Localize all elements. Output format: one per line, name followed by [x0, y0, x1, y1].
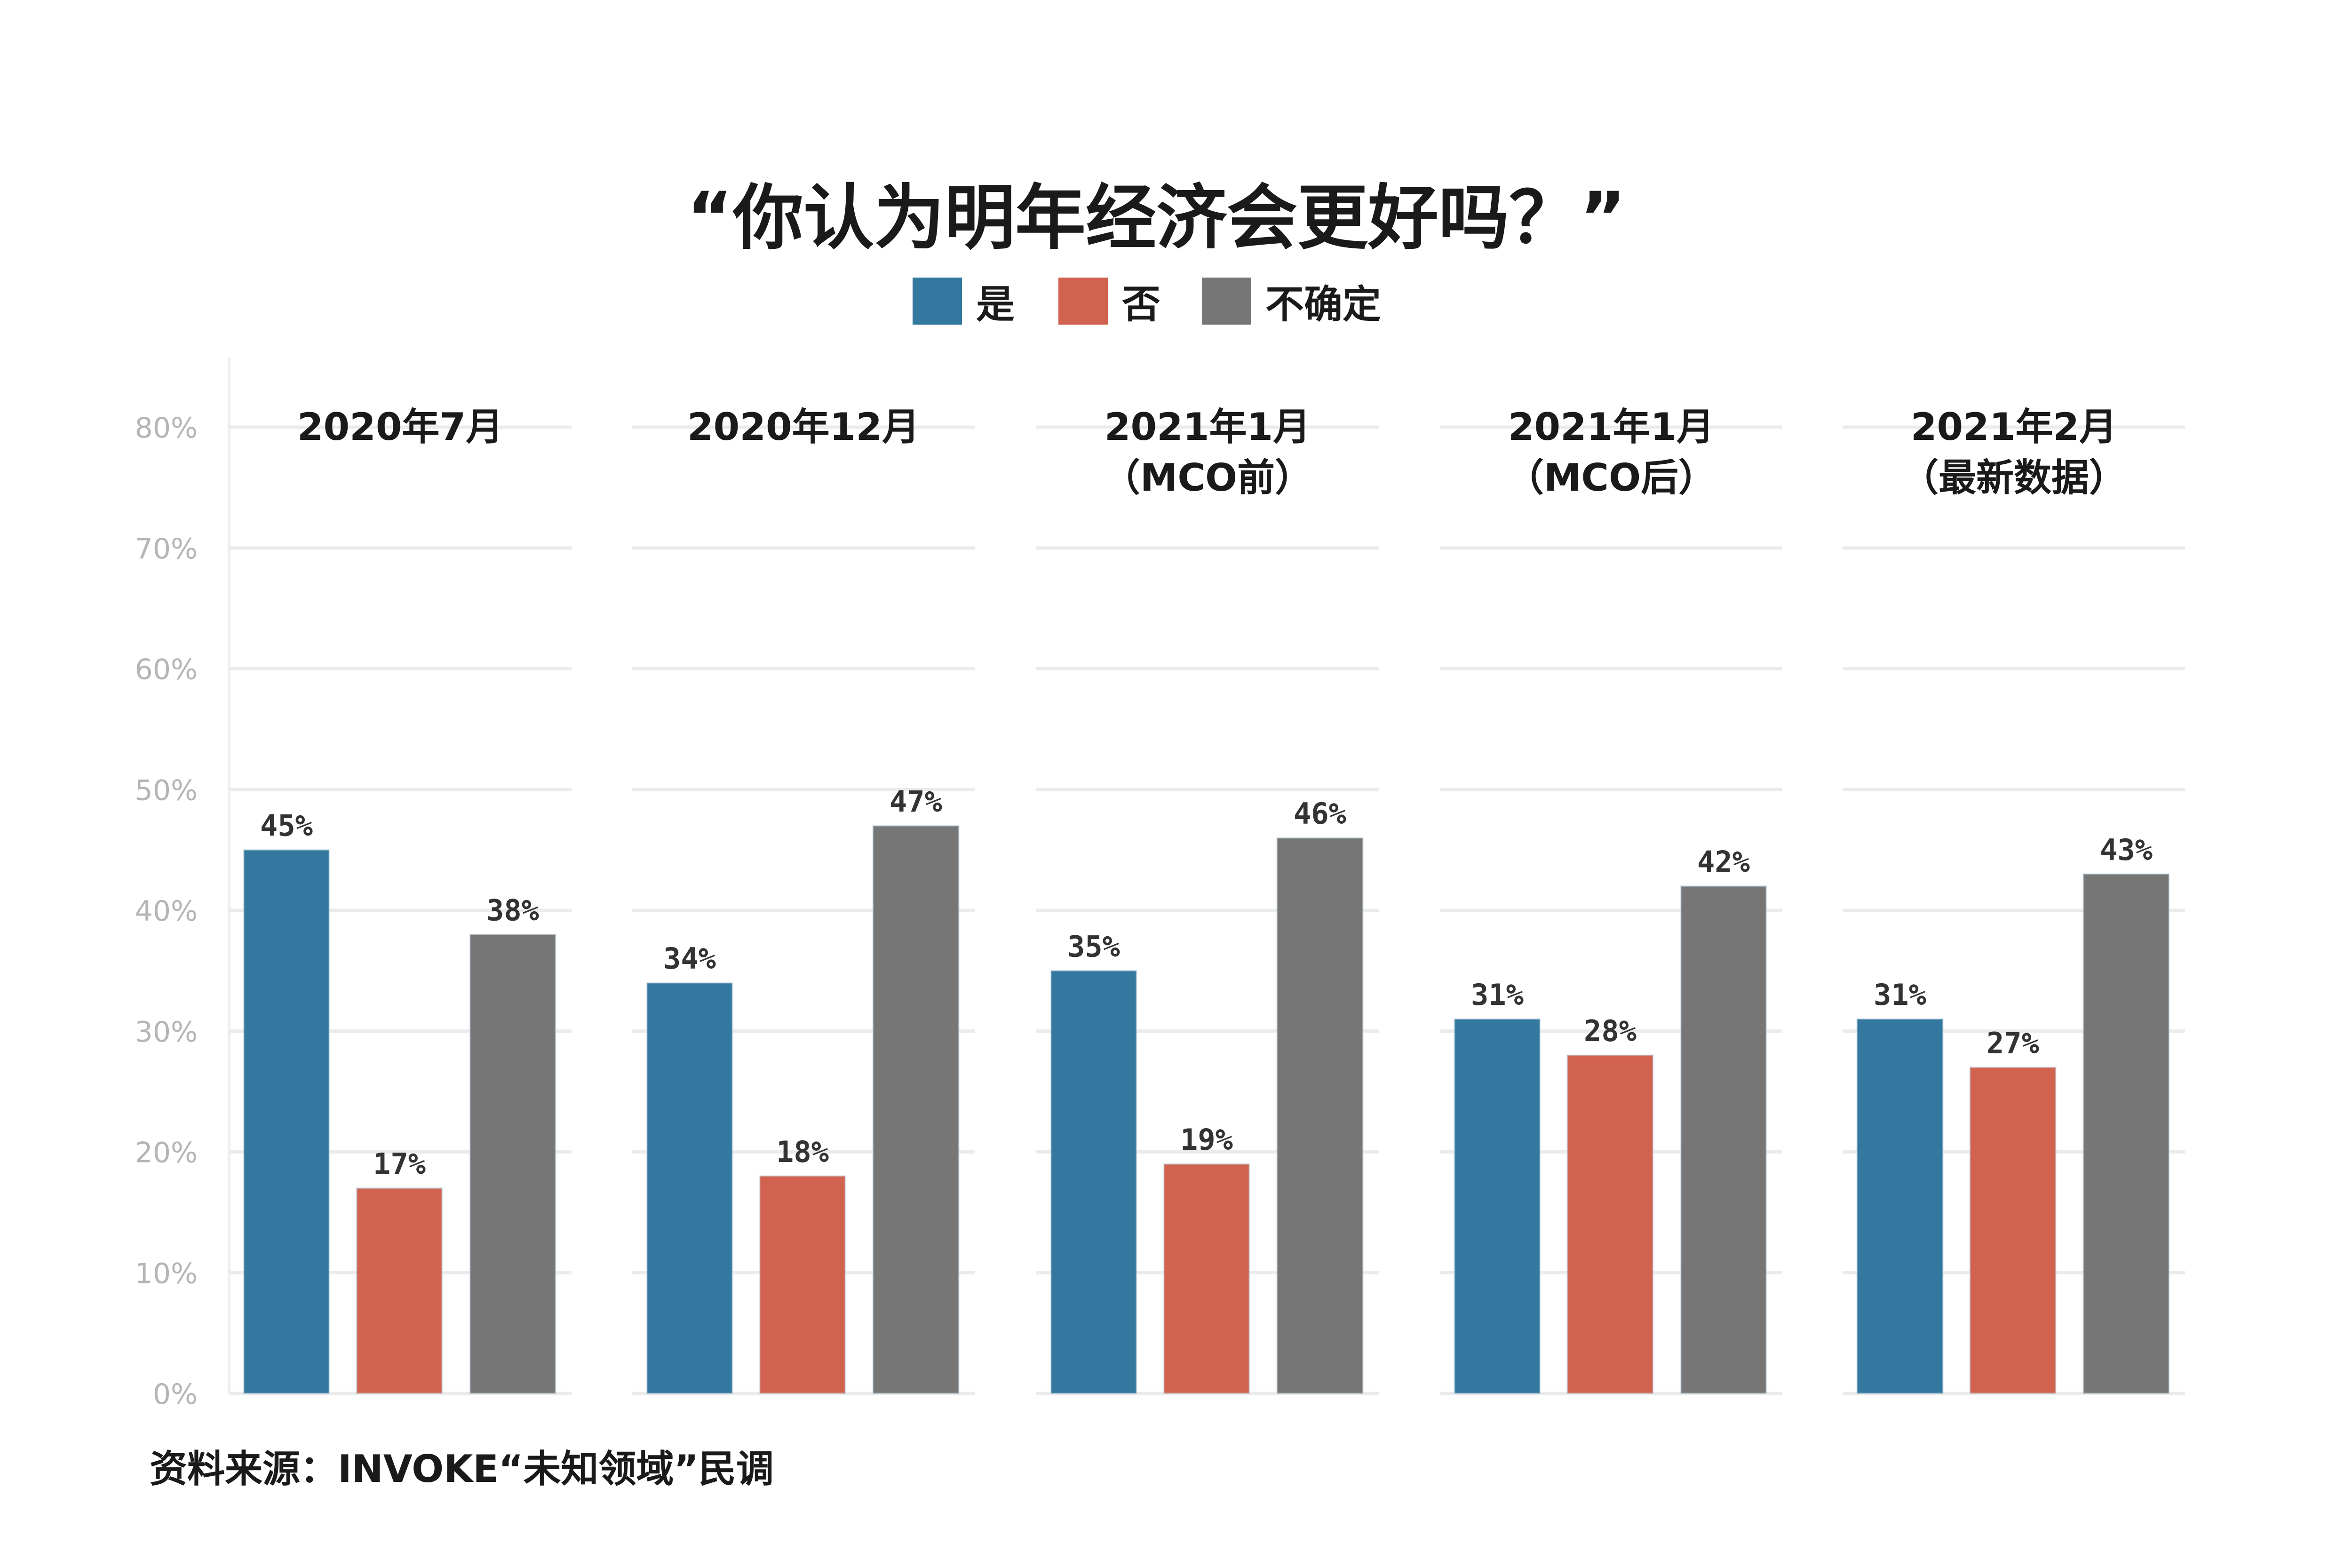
panel-title-4-1: （最新数据）	[1901, 456, 2127, 500]
value-label-3-1: 28%	[1584, 1014, 1637, 1048]
panel-title-0-0: 2020年7月	[297, 405, 503, 449]
panel-title-3-1: （MCO后）	[1506, 456, 1716, 500]
value-label-1-1: 18%	[776, 1135, 829, 1169]
value-label-4-2: 43%	[2100, 833, 2153, 867]
value-label-2-1: 19%	[1180, 1122, 1233, 1157]
y-tick-label-4: 40%	[135, 895, 198, 928]
bar-1-0	[646, 982, 733, 1394]
panel-title-3-0: 2021年1月	[1508, 405, 1714, 449]
bar-0-1	[356, 1187, 443, 1394]
panel-title-2-1: （MCO前）	[1103, 456, 1312, 500]
bar-0-0	[243, 849, 330, 1394]
y-tick-label-0: 0%	[153, 1378, 198, 1411]
panel-title-1-0: 2020年12月	[687, 405, 920, 449]
value-label-2-0: 35%	[1067, 929, 1120, 963]
value-label-3-0: 31%	[1471, 978, 1524, 1012]
legend-swatch-2	[1202, 278, 1251, 325]
value-label-2-2: 46%	[1294, 796, 1346, 831]
legend-swatch-0	[913, 278, 962, 325]
bar-1-2	[872, 825, 960, 1394]
y-tick-label-5: 50%	[135, 774, 198, 807]
bar-3-0	[1454, 1018, 1541, 1394]
value-label-1-2: 47%	[890, 784, 942, 819]
y-axis: 0% 10% 20% 30% 40% 50% 60% 70% 80%	[135, 358, 230, 1411]
source-note: 资料来源：INVOKE“未知领域”民调	[150, 1447, 774, 1491]
bar-3-1	[1566, 1054, 1654, 1394]
bar-2-2	[1276, 837, 1364, 1394]
bar-3-2	[1680, 885, 1767, 1394]
legend-swatch-1	[1058, 278, 1108, 325]
value-label-3-2: 42%	[1697, 845, 1750, 879]
legend-label-1: 否	[1122, 282, 1160, 327]
value-label-1-0: 34%	[663, 941, 716, 976]
y-tick-label-8: 80%	[135, 412, 198, 445]
chart-title: “你认为明年经济会更好吗？”	[686, 177, 1626, 259]
panel-1: 2020年12月 34% 18% 47%	[632, 405, 975, 1395]
panel-2: 2021年1月 （MCO前） 35% 19% 46%	[1036, 405, 1379, 1395]
panel-0: 2020年7月 45% 17% 38%	[229, 405, 572, 1395]
bar-4-0	[1856, 1018, 1944, 1394]
legend-label-0: 是	[976, 282, 1015, 327]
value-label-4-0: 31%	[1874, 978, 1926, 1012]
y-tick-label-6: 60%	[135, 653, 198, 686]
y-tick-label-7: 70%	[135, 533, 198, 565]
value-label-0-2: 38%	[486, 893, 539, 927]
panels: 2020年7月 45% 17% 38% 2020年12月 34% 18% 47% 2021年1月…	[229, 405, 2185, 1395]
y-tick-label-1: 10%	[135, 1257, 198, 1290]
legend-label-2: 不确定	[1265, 282, 1381, 327]
panel-3: 2021年1月 （MCO后） 31% 28% 42%	[1440, 405, 1782, 1395]
panel-title-2-0: 2021年1月	[1104, 405, 1311, 449]
bar-2-1	[1163, 1163, 1250, 1394]
bar-4-1	[1969, 1067, 2057, 1394]
value-label-0-1: 17%	[373, 1147, 426, 1181]
bar-1-1	[759, 1175, 846, 1394]
bar-4-2	[2082, 873, 2170, 1394]
bar-2-0	[1050, 970, 1137, 1394]
legend: 是 否 不确定	[913, 278, 1381, 327]
panel-title-4-0: 2021年2月	[1911, 405, 2117, 449]
panel-4: 2021年2月 （最新数据） 31% 27% 43%	[1843, 405, 2185, 1395]
bar-0-2	[469, 933, 556, 1394]
y-tick-label-3: 30%	[135, 1016, 198, 1049]
y-tick-label-2: 20%	[135, 1137, 198, 1170]
value-label-4-1: 27%	[1986, 1026, 2039, 1060]
value-label-0-0: 45%	[260, 809, 313, 843]
